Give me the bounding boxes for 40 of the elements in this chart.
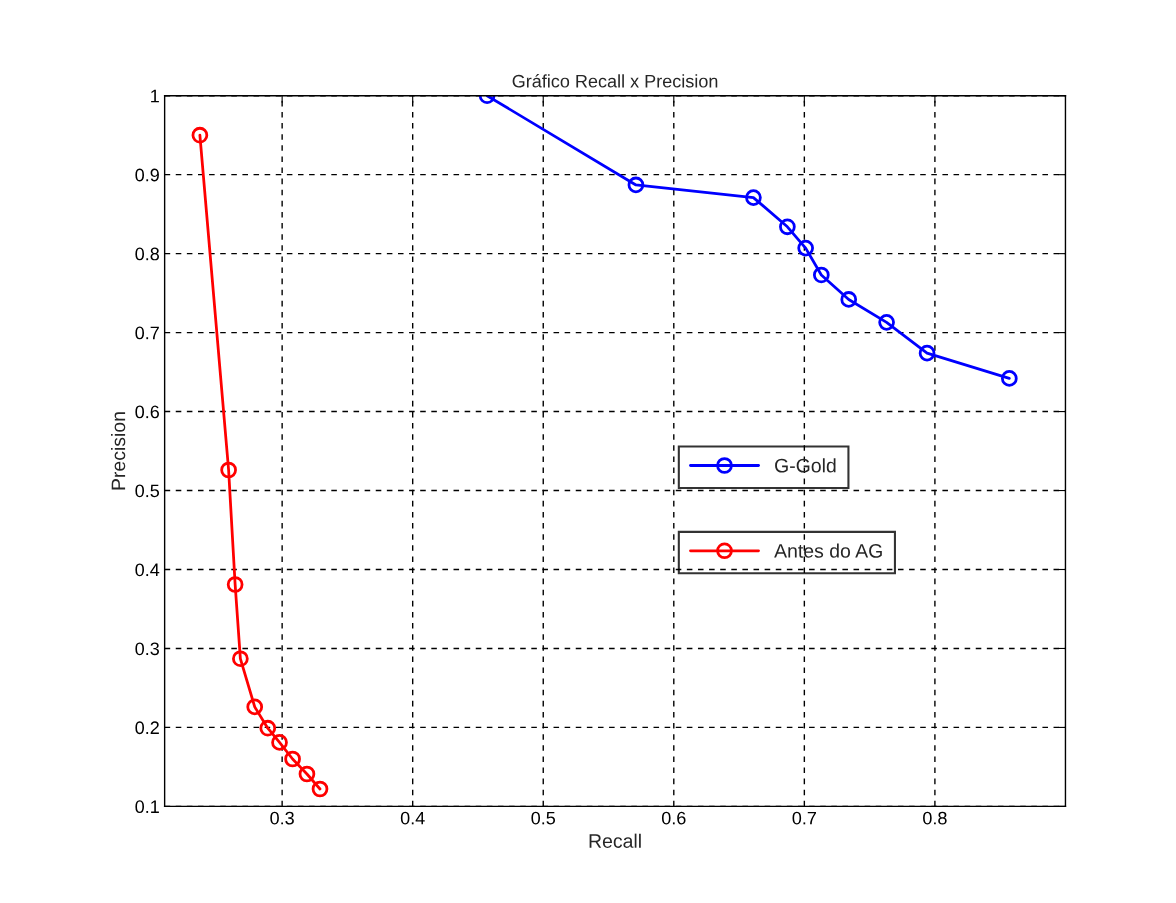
point (840, 291, 858, 308)
point (797, 239, 814, 257)
point (918, 344, 936, 362)
point (220, 461, 237, 479)
point (284, 750, 301, 768)
y-tick-label: 0.3 (135, 642, 159, 656)
y-tick-label: 0.1 (135, 800, 159, 814)
y-tick-label: 0.8 (135, 247, 159, 261)
point (226, 576, 244, 593)
point (232, 650, 249, 668)
point (878, 314, 895, 331)
y-tick-label: 0.7 (135, 326, 159, 340)
x-tick-label: 0.6 (661, 811, 686, 825)
y-tick-label: 0.6 (135, 405, 159, 419)
x-axis-title: Recall (589, 833, 641, 848)
point (191, 126, 209, 144)
x-tick-label: 0.8 (923, 811, 947, 825)
point (1000, 370, 1018, 387)
x-tick-label: 0.7 (792, 811, 816, 825)
x-tick-label: 0.4 (400, 811, 425, 825)
x-tick-label: 0.5 (531, 811, 556, 825)
point (779, 218, 796, 236)
legend-label: G-Gold (775, 458, 836, 473)
point (311, 780, 329, 798)
chart-title: Gráfico Recall x Precision (512, 74, 718, 88)
point (298, 765, 316, 783)
point (812, 266, 830, 284)
y-tick-label: 0.2 (135, 721, 159, 735)
y-tick-label: 0.9 (135, 168, 159, 182)
y-tick-label: 1 (151, 89, 159, 103)
y-axis-title: Precision (111, 412, 126, 490)
point (745, 189, 762, 206)
point (271, 734, 288, 751)
x-tick-label: 0.3 (270, 811, 294, 825)
legend-label: Antes do AG (774, 543, 882, 558)
point (259, 719, 277, 737)
y-tick-label: 0.5 (135, 484, 160, 498)
point (627, 176, 645, 194)
y-tick-label: 0.4 (135, 563, 160, 577)
point (246, 698, 264, 716)
